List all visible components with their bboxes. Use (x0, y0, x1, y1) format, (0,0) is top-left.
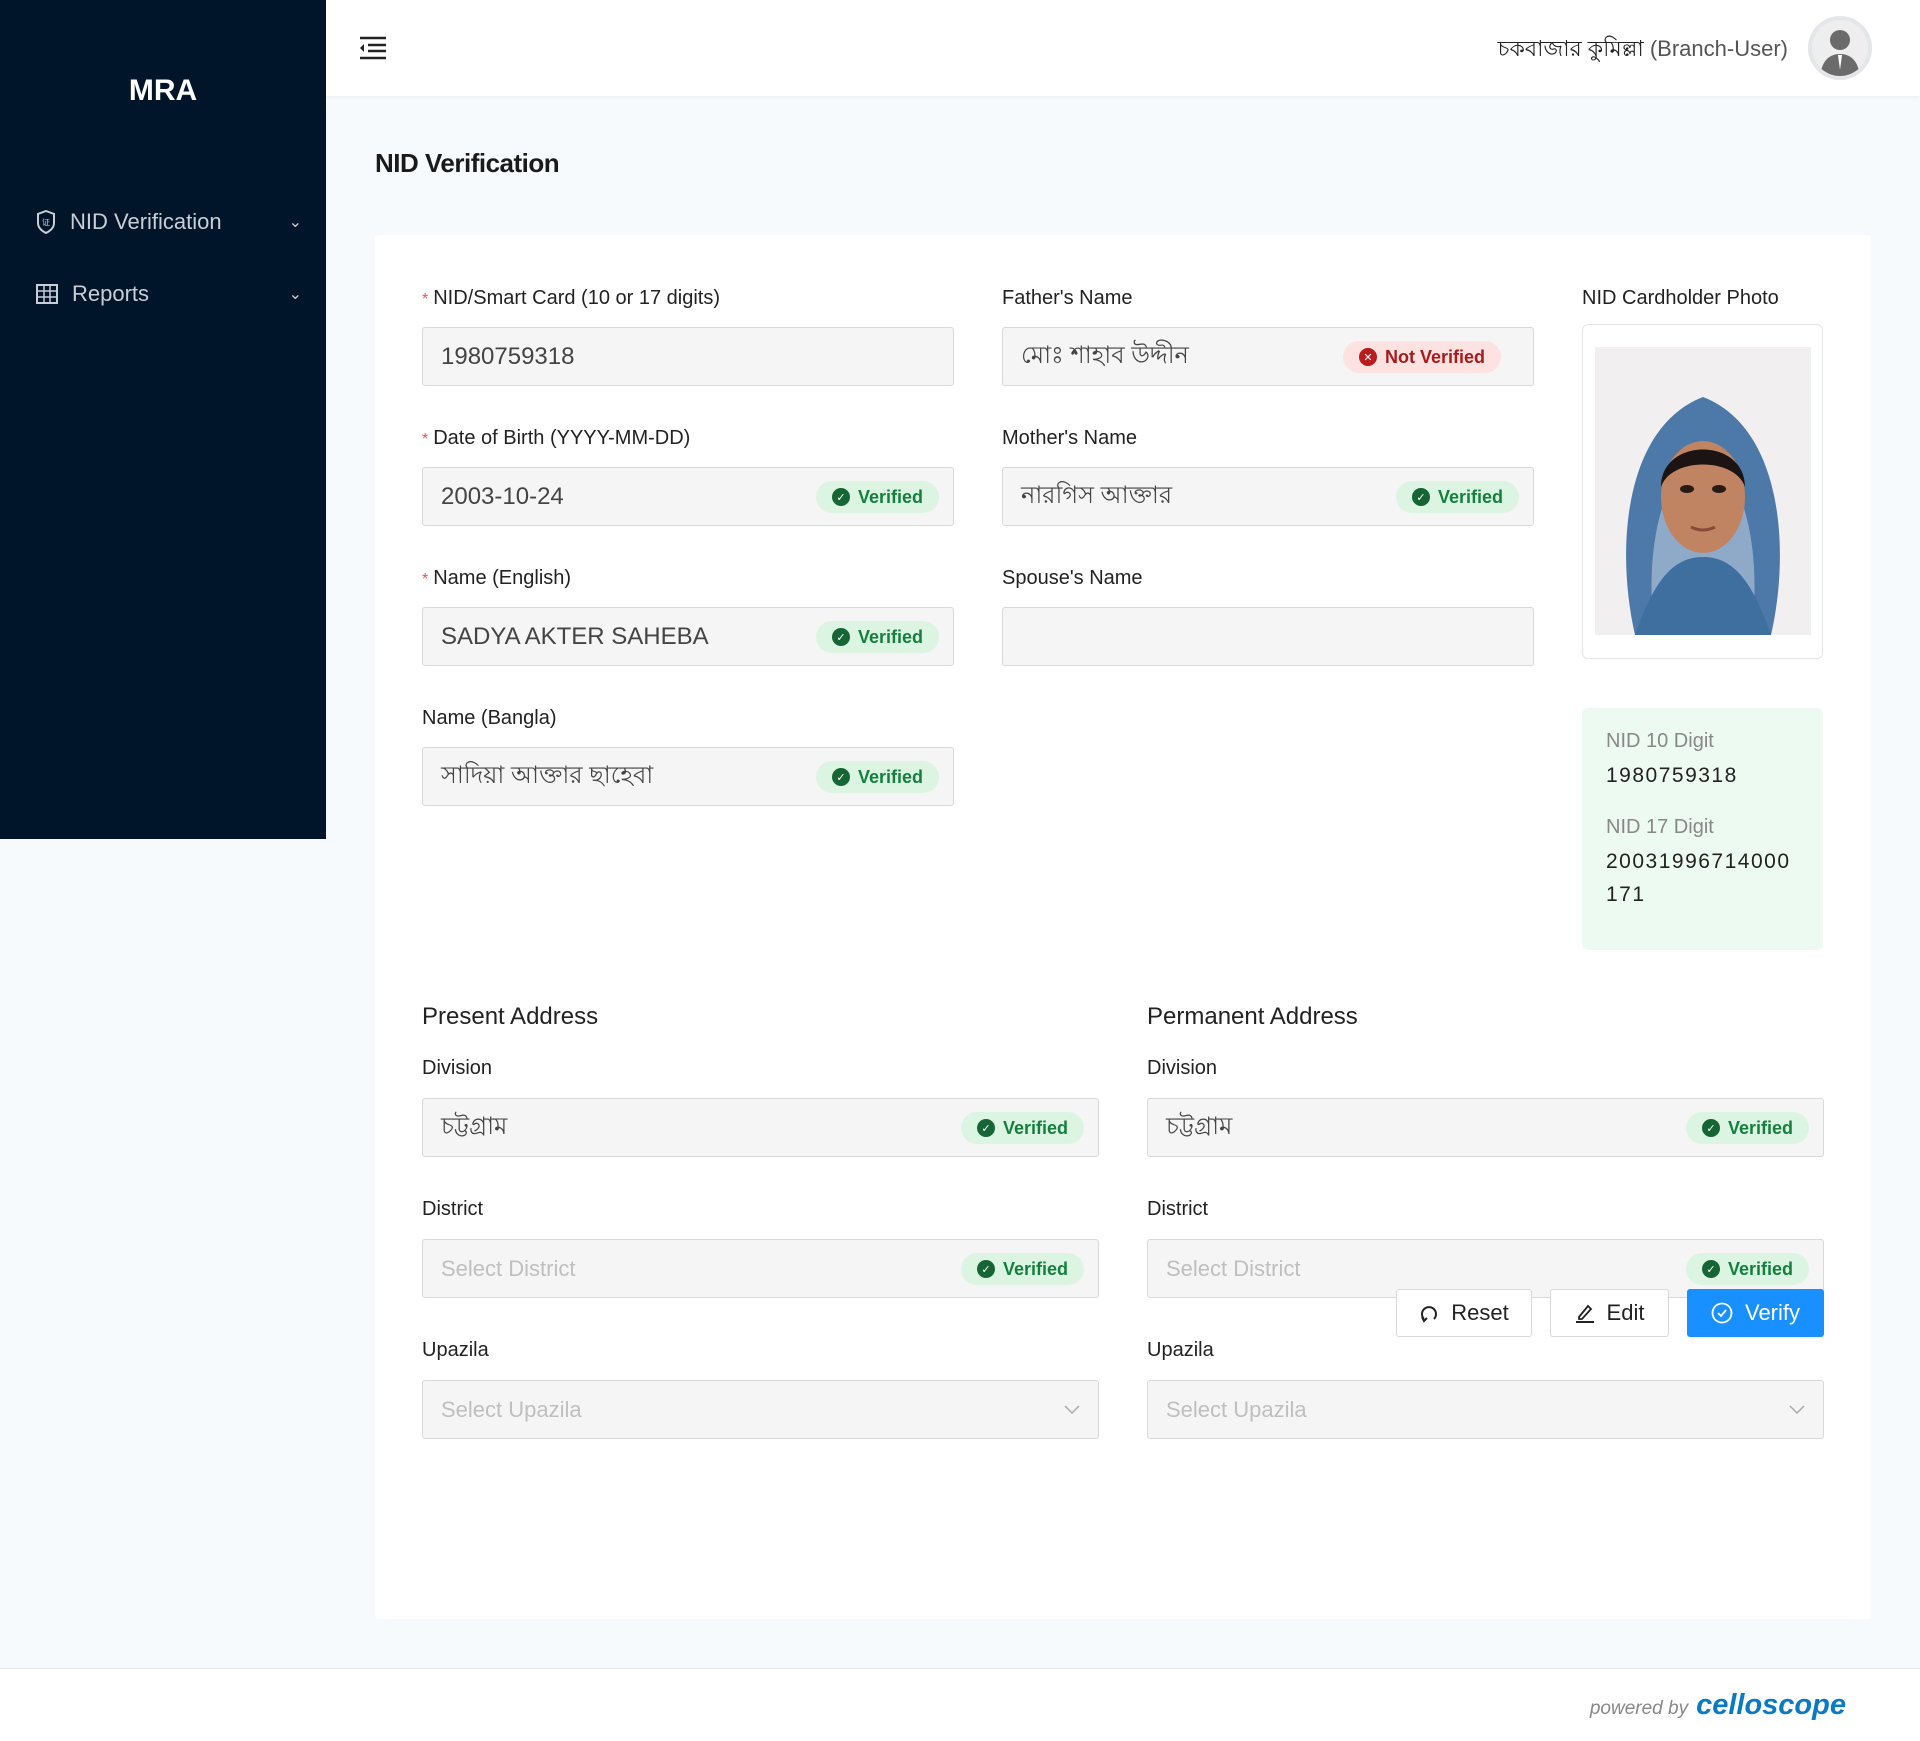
photo-label: NID Cardholder Photo (1582, 287, 1779, 309)
chevron-down-icon (1789, 1404, 1805, 1414)
mother-label: Mother's Name (1002, 427, 1137, 449)
check-circle-icon: ✓ (831, 628, 850, 646)
name-bn-label: Name (Bangla) (422, 707, 557, 729)
father-input[interactable]: মোঃ শাহাব উদ্দীন ✕ Not Verified (1002, 327, 1534, 386)
check-circle-icon: ✓ (831, 488, 850, 506)
shield-icon: 证 (37, 210, 55, 234)
present-district-label: District (422, 1198, 484, 1220)
chevron-down-icon: ⌄ (288, 286, 302, 303)
nid17-label: NID 17 Digit (1606, 816, 1714, 838)
verified-badge: ✓ Verified (960, 1112, 1084, 1144)
avatar[interactable] (1808, 16, 1872, 80)
edit-icon (1575, 1304, 1594, 1323)
check-circle-icon: ✓ (1701, 1119, 1720, 1137)
check-circle-icon: ✓ (976, 1260, 995, 1278)
verified-badge: ✓ Verified (1685, 1112, 1809, 1144)
dob-input[interactable]: 2003-10-24 ✓ Verified (422, 467, 954, 526)
table-icon (36, 284, 58, 304)
sidebar-item-reports[interactable]: Reports ⌄ (36, 274, 302, 314)
logo: MRA (128, 74, 198, 107)
check-circle-icon (1711, 1302, 1733, 1324)
reset-button[interactable]: Reset (1396, 1289, 1532, 1337)
footer: powered by celloscope (0, 1668, 1920, 1741)
chevron-down-icon: ⌄ (288, 214, 302, 231)
not-verified-badge: ✕ Not Verified (1342, 341, 1501, 373)
user-name[interactable]: চকবাজার কুমিল্লা (Branch-User) (1497, 36, 1788, 61)
present-upazila-label: Upazila (422, 1339, 489, 1361)
nid10-value: 1980759318 (1606, 764, 1738, 787)
check-circle-icon: ✓ (1411, 488, 1430, 506)
mother-input[interactable]: নারগিস আক্তার ✓ Verified (1002, 467, 1534, 526)
nid-input[interactable]: 1980759318 (422, 327, 954, 386)
svg-text:证: 证 (42, 218, 50, 227)
permanent-upazila-label: Upazila (1147, 1339, 1214, 1361)
chevron-down-icon (1064, 1404, 1080, 1414)
dob-label: * Date of Birth (YYYY-MM-DD) (422, 427, 691, 449)
verified-badge: ✓ Verified (815, 761, 939, 793)
user-silhouette-icon (1820, 30, 1860, 76)
permanent-upazila-select[interactable]: Select Upazila (1147, 1380, 1824, 1439)
top-header: চকবাজার কুমিল্লা (Branch-User) (326, 0, 1920, 96)
powered-by-logo: powered by celloscope (1589, 1689, 1846, 1721)
verify-button[interactable]: Verify (1687, 1289, 1824, 1337)
page-title: NID Verification (375, 148, 560, 178)
sidebar-item-label: NID Verification (70, 209, 222, 234)
present-district-select[interactable]: Select District ✓ Verified (422, 1239, 1099, 1298)
verified-badge: ✓ Verified (1395, 481, 1519, 513)
father-label: Father's Name (1002, 287, 1133, 309)
menu-fold-icon[interactable] (358, 36, 386, 60)
present-division-label: Division (422, 1057, 493, 1079)
nid17-value: 20031996714000171 (1606, 850, 1791, 906)
name-en-input[interactable]: SADYA AKTER SAHEBA ✓ Verified (422, 607, 954, 666)
present-upazila-select[interactable]: Select Upazila (422, 1380, 1099, 1439)
check-circle-icon: ✓ (1701, 1260, 1720, 1278)
permanent-district-select[interactable]: Select District ✓ Verified (1147, 1239, 1824, 1298)
check-circle-icon: ✓ (976, 1119, 995, 1137)
nid-label: * NID/Smart Card (10 or 17 digits) (422, 287, 720, 309)
cardholder-photo-frame (1582, 324, 1823, 659)
spouse-label: Spouse's Name (1002, 567, 1143, 589)
permanent-district-label: District (1147, 1198, 1209, 1220)
present-division-input[interactable]: চট্টগ্রাম ✓ Verified (422, 1098, 1099, 1157)
verified-badge: ✓ Verified (960, 1253, 1084, 1285)
permanent-division-label: Division (1147, 1057, 1218, 1079)
present-address-title: Present Address (422, 1003, 599, 1030)
spouse-input[interactable] (1002, 607, 1534, 666)
nid-summary-panel: NID 10 Digit 1980759318 NID 17 Digit 200… (1582, 708, 1823, 950)
check-circle-icon: ✓ (831, 768, 850, 786)
verified-badge: ✓ Verified (815, 621, 939, 653)
nid10-label: NID 10 Digit (1606, 730, 1714, 752)
name-bn-input[interactable]: সাদিয়া আক্তার ছাহেবা ✓ Verified (422, 747, 954, 806)
permanent-division-input[interactable]: চট্টগ্রাম ✓ Verified (1147, 1098, 1824, 1157)
sidebar: MRA 证 NID Verification ⌄ Reports ⌄ (0, 0, 326, 839)
nid-form-card: * NID/Smart Card (10 or 17 digits) 198075… (375, 235, 1871, 1619)
permanent-address-title: Permanent Address (1147, 1003, 1358, 1030)
verified-badge: ✓ Verified (815, 481, 939, 513)
sidebar-item-label: Reports (72, 281, 150, 306)
sidebar-item-nid-verification[interactable]: 证 NID Verification ⌄ (36, 202, 302, 242)
edit-button[interactable]: Edit (1550, 1289, 1669, 1337)
name-en-label: * Name (English) (422, 567, 572, 589)
reload-icon (1421, 1306, 1438, 1323)
cardholder-photo (1595, 347, 1811, 635)
close-circle-icon: ✕ (1358, 348, 1377, 366)
verified-badge: ✓ Verified (1685, 1253, 1809, 1285)
